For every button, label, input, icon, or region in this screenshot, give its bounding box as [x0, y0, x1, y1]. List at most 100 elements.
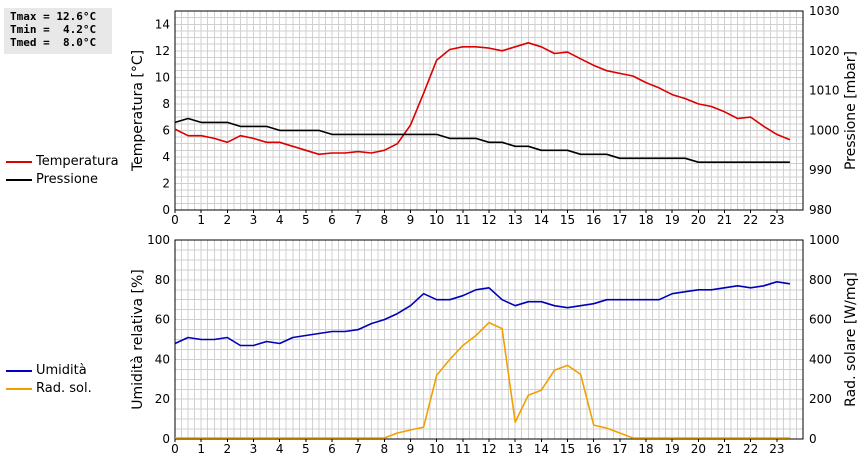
y2-tick-label: 980	[809, 203, 832, 217]
x-tick-label: 10	[429, 442, 444, 456]
y2-tick-label: 1030	[809, 4, 840, 18]
legend-swatch-temperature	[6, 161, 32, 163]
x-tick-label: 15	[560, 213, 575, 227]
x-tick-label: 13	[508, 213, 523, 227]
x-tick-label: 6	[328, 213, 336, 227]
legend-swatch-pressure	[6, 179, 32, 181]
x-tick-label: 5	[302, 442, 310, 456]
x-tick-label: 21	[717, 442, 732, 456]
legend-item-temperature: Temperatura	[6, 153, 119, 171]
x-tick-label: 14	[534, 213, 549, 227]
x-tick-label: 0	[171, 442, 179, 456]
x-tick-label: 0	[171, 213, 179, 227]
chart-panel-1: 0 1 2 3 4 5 6 7 8 9 10 11 12 13 14 15 16 17 18 19 20 21 22 2302…	[130, 233, 859, 456]
y-tick-label: 8	[162, 97, 170, 111]
x-tick-label: 2	[224, 213, 232, 227]
x-tick-label: 11	[455, 213, 470, 227]
x-tick-label: 21	[717, 213, 732, 227]
x-tick-label: 8	[381, 442, 389, 456]
x-tick-label: 16	[586, 442, 601, 456]
legend-label-humidity: Umidità	[36, 363, 87, 378]
x-tick-label: 7	[354, 213, 362, 227]
stats-tmed: Tmed = 8.0°C	[10, 36, 97, 49]
legend-label-pressure: Pressione	[36, 172, 99, 187]
y2-tick-label: 1000	[809, 233, 840, 247]
y2-tick-label: 400	[809, 352, 832, 366]
series-line-temperatura	[174, 41, 791, 156]
y-tick-label: 10	[155, 70, 170, 84]
legend-item-humidity: Umidità	[6, 362, 92, 380]
legend-bottom: Umidità Rad. sol.	[6, 362, 92, 398]
y2-tick-label: 990	[809, 163, 832, 177]
x-tick-label: 11	[455, 442, 470, 456]
x-tick-label: 20	[691, 213, 706, 227]
x-tick-label: 22	[743, 213, 758, 227]
legend-label-radiation: Rad. sol.	[36, 381, 92, 396]
y2-tick-label: 1010	[809, 84, 840, 98]
legend-label-temperature: Temperatura	[36, 154, 119, 169]
x-tick-label: 9	[407, 213, 415, 227]
x-tick-label: 4	[276, 442, 284, 456]
x-tick-label: 1	[197, 213, 205, 227]
x-tick-label: 12	[481, 213, 496, 227]
x-tick-label: 2	[224, 442, 232, 456]
legend-swatch-humidity	[6, 370, 32, 372]
x-tick-label: 9	[407, 442, 415, 456]
y-tick-label: 80	[155, 273, 170, 287]
x-tick-label: 3	[250, 442, 258, 456]
y-tick-label: 6	[162, 123, 170, 137]
x-tick-label: 7	[354, 442, 362, 456]
y2-tick-label: 800	[809, 273, 832, 287]
y-axis-label: Temperatura [°C]	[130, 50, 146, 172]
y-tick-label: 40	[155, 352, 170, 366]
y-tick-label: 0	[162, 203, 170, 217]
x-tick-label: 19	[665, 213, 680, 227]
y2-axis-label: Pressione [mbar]	[843, 51, 859, 170]
y-axis-label: Umidità relativa [%]	[130, 269, 146, 410]
x-tick-label: 19	[665, 442, 680, 456]
legend-item-radiation: Rad. sol.	[6, 380, 92, 398]
series-line-rad-sol-	[175, 321, 790, 439]
y-tick-label: 20	[155, 392, 170, 406]
x-tick-label: 3	[250, 213, 258, 227]
x-tick-label: 10	[429, 213, 444, 227]
x-tick-label: 4	[276, 213, 284, 227]
y2-tick-label: 1000	[809, 123, 840, 137]
y-tick-label: 100	[147, 233, 170, 247]
y-tick-label: 0	[162, 432, 170, 446]
x-tick-label: 18	[638, 442, 653, 456]
x-tick-label: 5	[302, 213, 310, 227]
y2-tick-label: 600	[809, 313, 832, 327]
legend-swatch-radiation	[6, 388, 32, 390]
x-tick-label: 8	[381, 213, 389, 227]
x-tick-label: 15	[560, 442, 575, 456]
x-tick-label: 16	[586, 213, 601, 227]
x-tick-label: 23	[769, 213, 784, 227]
x-tick-label: 23	[769, 442, 784, 456]
x-tick-label: 6	[328, 442, 336, 456]
x-tick-label: 14	[534, 442, 549, 456]
y2-tick-label: 200	[809, 392, 832, 406]
stats-tmax: Tmax = 12.6°C	[10, 10, 97, 23]
y2-tick-label: 1020	[809, 44, 840, 58]
legend-item-pressure: Pressione	[6, 171, 119, 189]
x-tick-label: 17	[612, 442, 627, 456]
series-line-umidit-	[174, 280, 791, 347]
chart-panel-0: 0 1 2 3 4 5 6 7 8 9 10 11 12 13 14 15 16 17 18 19 20 21 22 2302…	[130, 4, 859, 227]
y-tick-label: 4	[162, 150, 170, 164]
x-tick-label: 22	[743, 442, 758, 456]
series-line-pressione	[174, 117, 790, 163]
legend-top: Temperatura Pressione	[6, 153, 119, 189]
x-tick-label: 1	[197, 442, 205, 456]
x-tick-label: 13	[508, 442, 523, 456]
y-tick-label: 60	[155, 313, 170, 327]
stats-box: Tmax = 12.6°C Tmin = 4.2°C Tmed = 8.0°C	[4, 8, 112, 54]
y-tick-label: 2	[162, 176, 170, 190]
x-tick-label: 12	[481, 442, 496, 456]
x-tick-label: 20	[691, 442, 706, 456]
y-tick-label: 14	[155, 17, 170, 31]
y-tick-label: 12	[155, 44, 170, 58]
y2-axis-label: Rad. solare [W/mq]	[843, 272, 859, 407]
stats-tmin: Tmin = 4.2°C	[10, 23, 97, 36]
